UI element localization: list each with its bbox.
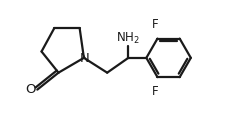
Text: F: F <box>152 85 159 98</box>
Text: N: N <box>80 52 90 65</box>
Text: NH$_2$: NH$_2$ <box>116 30 140 46</box>
Text: F: F <box>152 18 159 31</box>
Text: O: O <box>26 83 36 96</box>
